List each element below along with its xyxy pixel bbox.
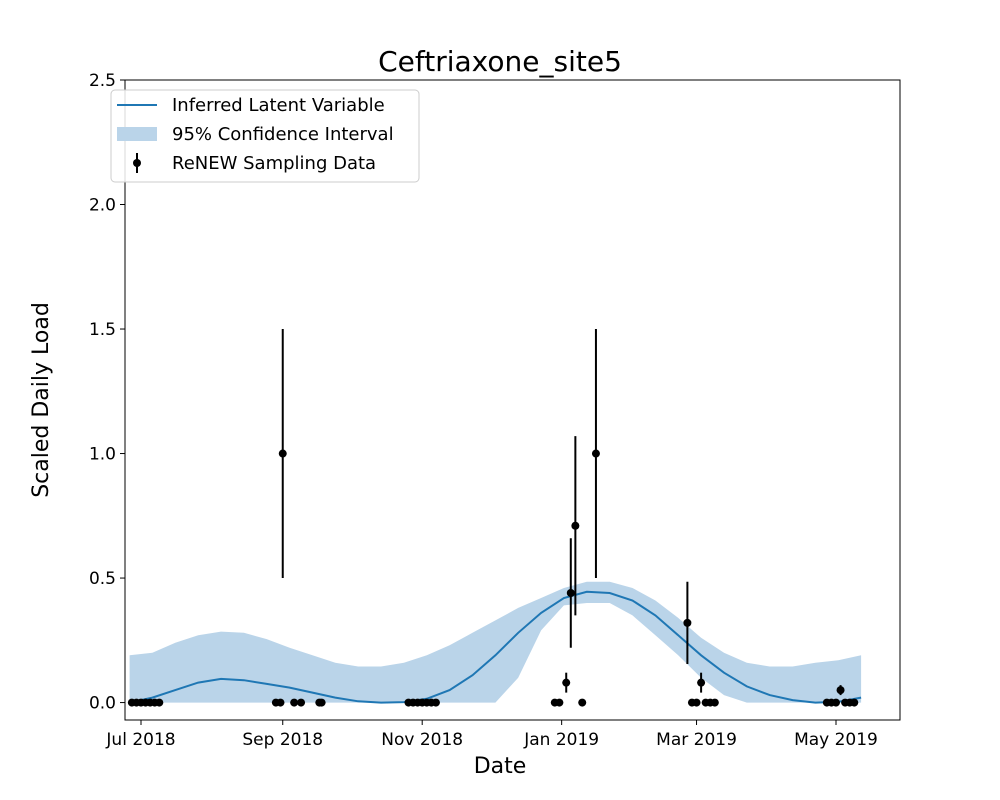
sample-point [431,698,440,707]
x-tick-label: Jan 2019 [523,730,599,750]
sample-point [578,698,587,707]
y-tick-label: 0.0 [89,694,116,714]
sample-point [562,678,571,687]
legend: Inferred Latent Variable 95% Confidence … [110,89,420,183]
x-tick-label: Sep 2018 [242,730,323,750]
sample-point [155,698,164,707]
sample-point [697,678,706,687]
x-tick-label: Jul 2018 [105,730,175,750]
sample-point [276,698,285,707]
sample-point [683,618,692,627]
y-tick-label: 2.5 [89,71,116,91]
y-axis: 0.0 0.5 1.0 1.5 2.0 2.5 [89,71,125,714]
plot-area [127,329,862,707]
sample-point [850,698,859,707]
sample-point [831,698,840,707]
x-tick-label: May 2019 [794,730,878,750]
legend-band-swatch [117,127,157,141]
sample-point [571,521,580,530]
y-tick-label: 2.0 [89,196,116,216]
legend-label-samples: ReNEW Sampling Data [172,153,376,174]
sample-point [710,698,719,707]
sample-point [566,588,575,597]
legend-label-interval: 95% Confidence Interval [172,124,394,145]
y-axis-title: Scaled Daily Load [29,302,54,498]
latent-variable-line [129,590,862,704]
legend-label-latent: Inferred Latent Variable [172,95,385,116]
legend-box [110,89,420,183]
x-axis: Jul 2018 Sep 2018 Nov 2018 Jan 2019 Mar 2019… [105,720,878,750]
sample-point [278,449,287,458]
sample-point [290,698,299,707]
legend-point-swatch [133,159,141,167]
confidence-band [129,581,862,703]
plot-frame [124,79,901,721]
sample-point [836,686,845,695]
sample-point [692,698,701,707]
x-axis-title: Date [474,754,527,779]
x-tick-label: Mar 2019 [656,730,737,750]
y-tick-label: 0.5 [89,569,116,589]
sample-point [297,698,306,707]
chart-title: Ceftriaxone_site5 [378,45,622,78]
y-tick-label: 1.5 [89,320,116,340]
x-tick-label: Nov 2018 [381,730,463,750]
y-tick-label: 1.0 [89,445,116,465]
sample-point [317,698,326,707]
sample-point [555,698,564,707]
sample-point [591,449,600,458]
